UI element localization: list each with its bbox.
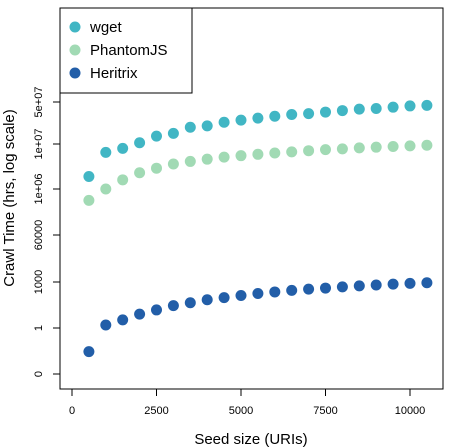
data-point-wget [218,116,230,128]
data-point-phantomjs [201,153,213,165]
data-point-phantomjs [184,155,196,167]
data-point-wget [252,112,264,124]
data-point-heritrix [201,294,213,306]
x-tick-label: 0 [69,405,75,417]
data-point-phantomjs [235,150,247,162]
data-point-wget [370,102,382,114]
legend: wget PhantomJS Heritrix [59,7,193,94]
data-points [83,99,433,358]
data-point-phantomjs [404,140,416,152]
y-tick-label: 1e+06 [33,174,45,205]
data-point-heritrix [336,281,348,293]
x-tick-label: 5000 [229,405,253,417]
data-point-heritrix [269,286,281,298]
data-point-heritrix [134,308,146,320]
data-point-phantomjs [353,142,365,154]
data-point-heritrix [184,297,196,309]
y-tick-label: 1e+07 [33,129,45,160]
x-tick-label: 7500 [313,405,337,417]
data-point-wget [235,114,247,126]
data-point-wget [100,146,112,158]
data-point-heritrix [252,288,264,300]
data-point-phantomjs [387,140,399,152]
y-tick-label: 5e+07 [33,87,45,118]
data-point-heritrix [320,282,331,294]
data-point-wget [151,130,162,142]
data-point-heritrix [235,290,247,302]
data-point-heritrix [167,300,179,312]
data-point-phantomjs [83,194,95,206]
legend-box [59,7,193,94]
data-point-wget [387,101,399,113]
x-axis-title: Seed size (URIs) [194,431,307,448]
data-point-wget [134,137,146,149]
data-point-heritrix [286,284,298,296]
data-point-phantomjs [269,147,281,159]
x-tick-label: 2500 [144,405,168,417]
data-point-heritrix [151,304,162,316]
legend-marker-wget [69,21,81,33]
data-point-phantomjs [336,143,348,155]
legend-marker-heritrix [69,67,81,79]
x-axis: 0 2500 5000 7500 10000 [69,388,426,417]
data-point-phantomjs [100,183,112,195]
data-point-wget [83,170,95,182]
data-point-phantomjs [286,146,298,158]
data-point-phantomjs [370,141,382,153]
data-point-phantomjs [134,167,146,179]
data-point-wget [320,106,331,118]
data-point-phantomjs [421,139,433,151]
data-point-heritrix [404,277,416,289]
x-tick-label: 10000 [395,405,426,417]
y-tick-label: 1 [33,325,45,331]
data-point-wget [167,127,179,139]
data-point-heritrix [117,314,129,326]
data-point-heritrix [353,280,365,292]
legend-label: Heritrix [90,65,138,82]
data-point-heritrix [370,279,382,291]
data-point-heritrix [421,277,433,289]
data-point-wget [286,108,298,120]
data-point-phantomjs [117,174,129,186]
y-tick-label: 1000 [33,270,45,294]
legend-marker-phantomjs [69,44,81,56]
legend-label: wget [89,19,123,36]
data-point-phantomjs [320,144,331,156]
y-axis-title: Crawl Time (hrs, log scale) [1,109,18,287]
y-axis: 0 1 1000 60000 1e+06 1e+07 5e+07 [33,87,61,377]
data-point-wget [269,110,281,122]
data-point-wget [303,108,315,120]
y-tick-label: 0 [33,371,45,377]
y-tick-label: 60000 [33,220,45,251]
data-point-phantomjs [303,145,315,157]
data-point-heritrix [83,346,95,358]
legend-label: PhantomJS [90,42,168,59]
data-point-wget [336,105,348,117]
data-point-wget [201,120,213,132]
data-point-heritrix [218,292,230,304]
data-point-wget [404,100,416,112]
data-point-phantomjs [218,151,230,163]
data-point-heritrix [387,278,399,290]
data-point-wget [117,142,129,154]
data-point-heritrix [303,283,315,295]
data-point-phantomjs [167,158,179,170]
data-point-heritrix [100,319,112,331]
data-point-phantomjs [151,162,162,174]
data-point-wget [353,103,365,115]
data-point-wget [184,121,196,133]
data-point-wget [421,99,433,111]
data-point-phantomjs [252,148,264,160]
